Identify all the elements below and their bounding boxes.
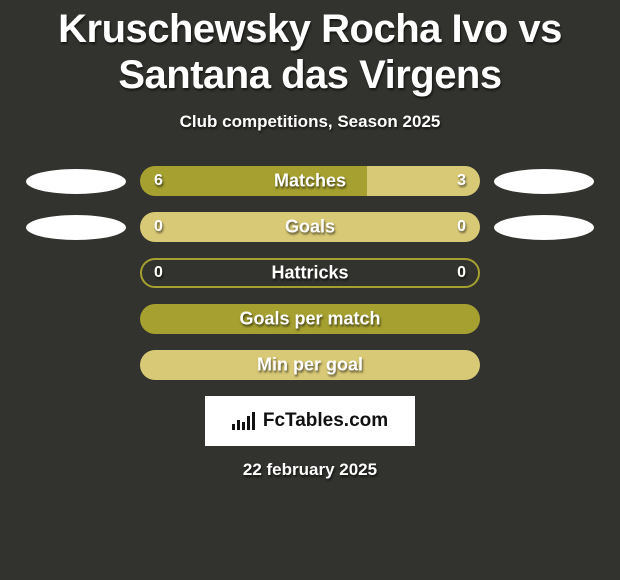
player-b-oval — [494, 215, 594, 240]
date-label: 22 february 2025 — [0, 460, 620, 480]
subtitle: Club competitions, Season 2025 — [0, 112, 620, 132]
stat-bar: Min per goal — [140, 350, 480, 380]
stat-row: Goals per match — [0, 304, 620, 334]
stat-bar: Goals per match — [140, 304, 480, 334]
stat-row: Min per goal — [0, 350, 620, 380]
value-a: 0 — [154, 218, 163, 236]
bar-chart-icon — [232, 412, 255, 430]
logo-box: FcTables.com — [205, 396, 415, 446]
page-title: Kruschewsky Rocha Ivo vs Santana das Vir… — [0, 0, 620, 98]
comparison-chart: 63Matches00Goals00HattricksGoals per mat… — [0, 166, 620, 380]
bar-segment-a — [140, 166, 367, 196]
bar-segment-a — [140, 304, 480, 334]
player-b-oval — [494, 169, 594, 194]
stat-row: 00Goals — [0, 212, 620, 242]
bar-outline — [140, 258, 480, 288]
player-a-oval — [26, 169, 126, 194]
bar-segment-b — [140, 350, 480, 380]
stat-row: 63Matches — [0, 166, 620, 196]
value-b: 3 — [457, 172, 466, 190]
player-a-oval — [26, 215, 126, 240]
stat-row: 00Hattricks — [0, 258, 620, 288]
stat-bar: 00Goals — [140, 212, 480, 242]
stat-bar: 00Hattricks — [140, 258, 480, 288]
stat-bar: 63Matches — [140, 166, 480, 196]
value-a: 6 — [154, 172, 163, 190]
value-b: 0 — [457, 218, 466, 236]
value-a: 0 — [154, 264, 163, 282]
bar-segment-b — [140, 212, 480, 242]
value-b: 0 — [457, 264, 466, 282]
logo-text: FcTables.com — [263, 410, 388, 432]
